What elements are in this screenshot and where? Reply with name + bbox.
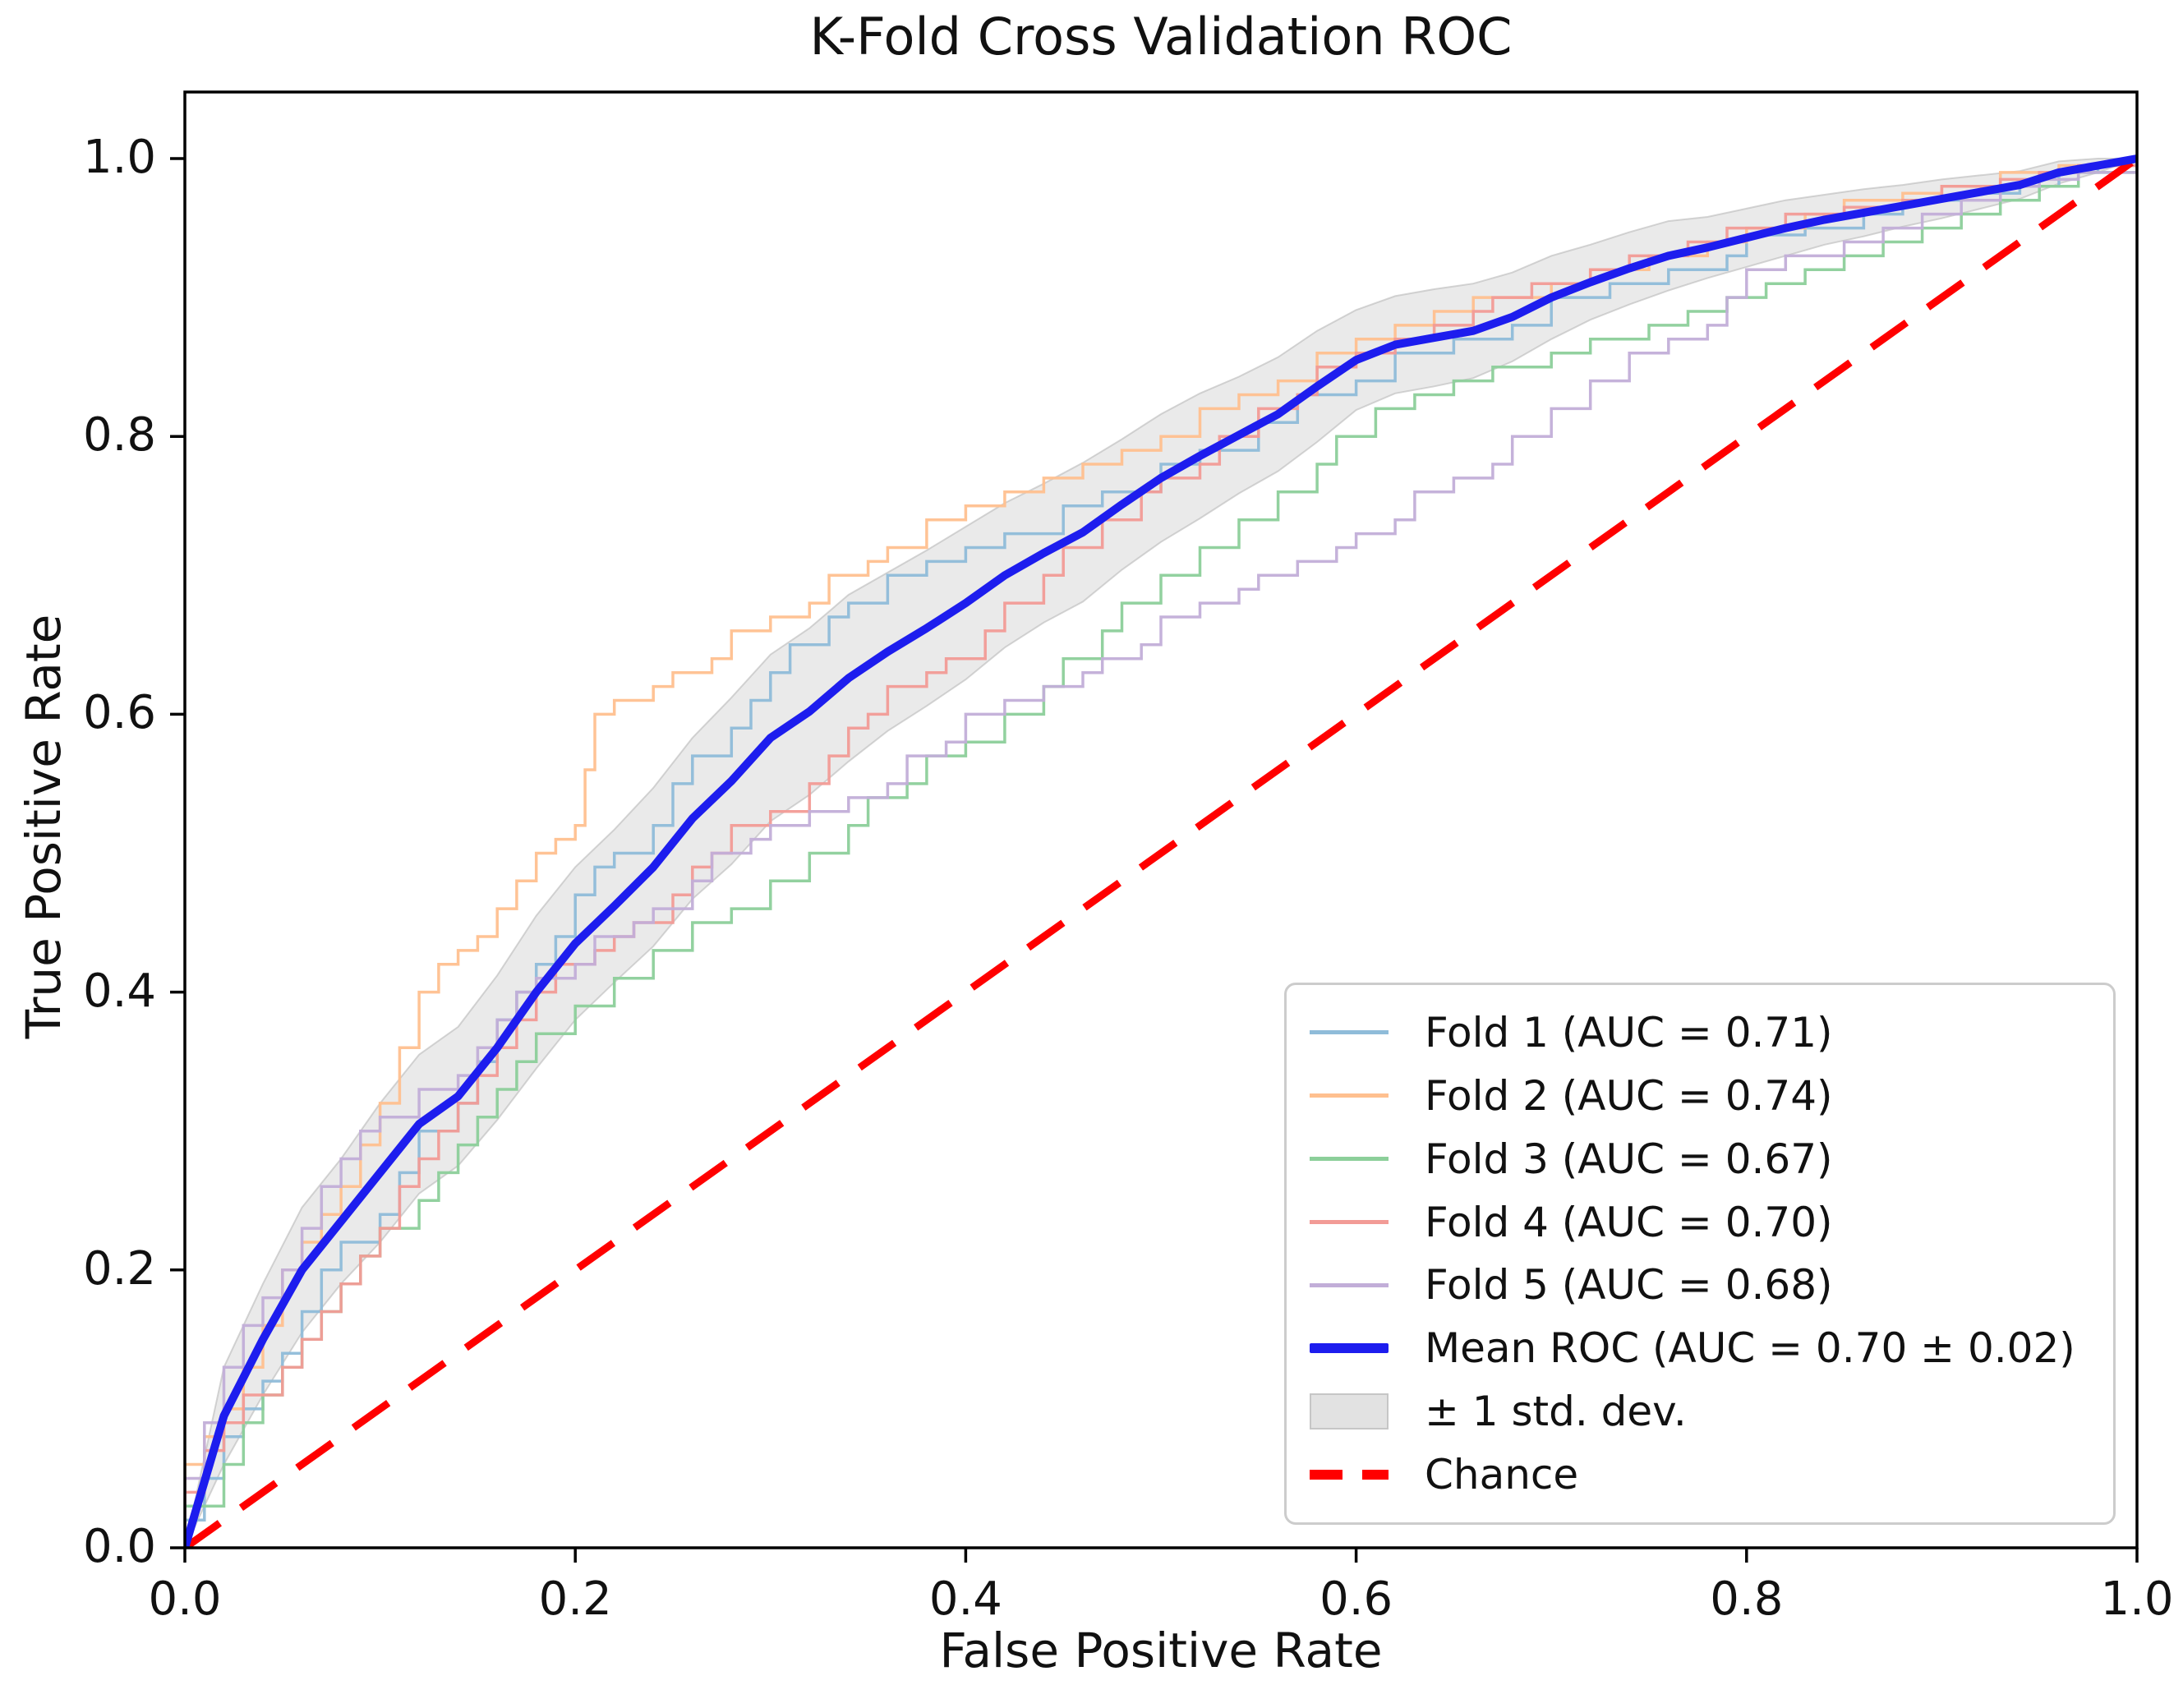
x-axis-label: False Positive Rate <box>939 1623 1383 1678</box>
y-tick-label: 0.6 <box>82 686 156 740</box>
y-tick-label: 1.0 <box>82 131 156 184</box>
x-tick-label: 0.2 <box>538 1572 612 1626</box>
legend-row: Fold 4 (AUC = 0.70) <box>1287 1199 2113 1246</box>
x-tick-label: 0.8 <box>1710 1572 1784 1626</box>
legend-swatch-shape <box>1310 1220 1389 1224</box>
legend-swatch-std-band-patch-icon <box>1310 1393 1389 1430</box>
x-tick-label: 0.0 <box>148 1572 222 1626</box>
legend-row: ± 1 std. dev. <box>1287 1388 2113 1435</box>
legend-swatch-line-icon <box>1310 1220 1389 1224</box>
chance-line <box>185 155 2137 1548</box>
legend-swatch-line-icon <box>1310 1282 1389 1287</box>
y-tick-label: 0.8 <box>82 408 156 463</box>
fold-1-curve <box>185 159 2137 1548</box>
legend-swatch-line-icon <box>1310 1093 1389 1098</box>
legend-swatch-shape <box>1310 1093 1389 1098</box>
legend-row: Fold 3 (AUC = 0.67) <box>1287 1135 2113 1183</box>
legend-label: Fold 1 (AUC = 0.71) <box>1425 1008 1833 1057</box>
legend-label: Fold 5 (AUC = 0.68) <box>1425 1261 1833 1310</box>
chance-line-group <box>185 155 2137 1548</box>
legend-label: Mean ROC (AUC = 0.70 ± 0.02) <box>1425 1324 2075 1373</box>
legend-row: Mean ROC (AUC = 0.70 ± 0.02) <box>1287 1324 2113 1372</box>
chart-title: K-Fold Cross Validation ROC <box>809 7 1513 67</box>
legend-row: Fold 1 (AUC = 0.71) <box>1287 1009 2113 1057</box>
legend-swatch-line-icon <box>1310 1343 1389 1354</box>
legend-swatch-shape <box>1310 1470 1389 1480</box>
legend-label: Chance <box>1425 1451 1579 1499</box>
y-tick-label: 0.0 <box>82 1520 156 1573</box>
legend-swatch-shape <box>1310 1343 1389 1354</box>
mean-roc-group <box>185 154 2137 1548</box>
x-tick-label: 0.4 <box>928 1572 1002 1626</box>
legend-row: Chance <box>1287 1451 2113 1499</box>
legend-box: Fold 1 (AUC = 0.71) Fold 2 (AUC = 0.74) Fo… <box>1284 983 2116 1525</box>
plot-border <box>183 90 2139 1549</box>
legend-swatch-chance-dash-icon <box>1310 1470 1389 1480</box>
fold-curves-group <box>185 159 2137 1548</box>
legend-label: ± 1 std. dev. <box>1425 1388 1687 1436</box>
legend-row: Fold 5 (AUC = 0.68) <box>1287 1261 2113 1309</box>
legend-swatch-shape <box>1310 1157 1389 1162</box>
y-axis-label: True Positive Rate <box>16 614 71 1039</box>
fold-5-curve <box>185 159 2137 1548</box>
y-tick-label: 0.4 <box>82 964 156 1018</box>
legend-swatch-shape <box>1310 1393 1389 1430</box>
x-tick-label: 0.6 <box>1319 1572 1393 1626</box>
y-tick-label: 0.2 <box>82 1241 156 1296</box>
legend-label: Fold 2 (AUC = 0.74) <box>1425 1071 1833 1120</box>
legend-label: Fold 4 (AUC = 0.70) <box>1425 1198 1833 1246</box>
legend-swatch-line-icon <box>1310 1030 1389 1035</box>
legend-label: Fold 3 (AUC = 0.67) <box>1425 1135 1833 1183</box>
tick-marks-group <box>170 157 2139 1563</box>
legend-swatch-shape <box>1310 1030 1389 1035</box>
mean-roc-curve <box>185 154 2137 1548</box>
legend-swatch-line-icon <box>1310 1157 1389 1162</box>
x-tick-label: 1.0 <box>2100 1572 2174 1626</box>
legend-row: Fold 2 (AUC = 0.74) <box>1287 1072 2113 1120</box>
legend-swatch-shape <box>1310 1282 1389 1287</box>
